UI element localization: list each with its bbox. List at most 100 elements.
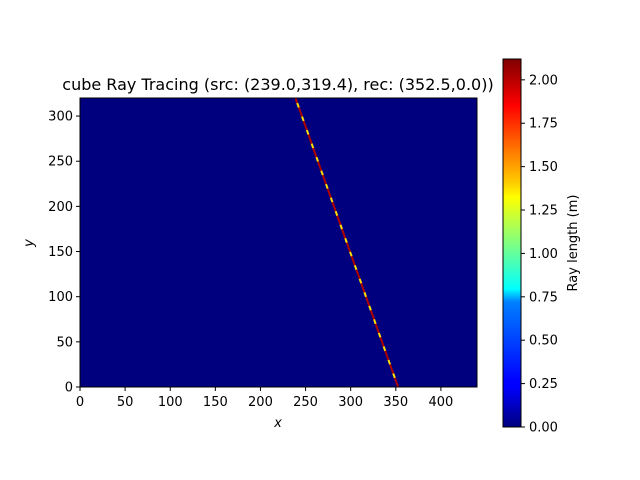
- ray-cell: [347, 246, 351, 253]
- ray-cell: [393, 377, 398, 383]
- x-tick-label: 200: [248, 395, 273, 410]
- ray-cell: [377, 332, 382, 338]
- ray-cell: [334, 210, 339, 217]
- ray-cell: [385, 355, 390, 361]
- ray-cell: [309, 138, 313, 144]
- ray-cell: [305, 129, 310, 135]
- ray-cell: [296, 102, 300, 108]
- ray-cell: [315, 156, 319, 162]
- ray-cell: [368, 305, 372, 311]
- plot-frame: [79, 97, 478, 388]
- x-tick-label: 300: [338, 395, 363, 410]
- colorbar-ticks: 0.00 0.25 0.50 0.75 1.00 1.25 1.50 1.75 2.00: [521, 73, 558, 436]
- ray-cell: [371, 314, 375, 320]
- ray-cell: [301, 116, 305, 122]
- x-tick-label: 50: [117, 395, 134, 410]
- ray-cell: [321, 174, 326, 181]
- ray-cell: [392, 373, 396, 379]
- colorbar: [502, 58, 522, 428]
- ray-cell: [381, 341, 385, 347]
- ray-cell: [328, 192, 332, 199]
- ray-cell: [360, 283, 364, 289]
- ray-cell: [336, 215, 340, 221]
- ray-cell: [376, 328, 380, 334]
- ray-cell: [395, 382, 399, 388]
- y-tick-label: 250: [48, 155, 73, 170]
- x-tick-label: 100: [158, 395, 183, 410]
- ray-cell: [320, 170, 324, 176]
- ray-cell: [302, 120, 307, 126]
- ray-cell: [329, 197, 334, 203]
- ray-cell: [366, 301, 371, 307]
- y-tick-label: 0: [65, 381, 73, 396]
- ray-cell: [333, 206, 337, 212]
- ray-cell: [369, 310, 374, 316]
- ray-cell: [387, 359, 391, 365]
- ray-cell: [352, 260, 356, 266]
- ray-cell: [389, 364, 393, 370]
- ray-cell: [373, 319, 377, 325]
- ray-cell: [313, 152, 318, 158]
- colorbar-tick-label: 1.00: [529, 247, 558, 262]
- colorbar-tick-label: 0.00: [529, 421, 558, 436]
- ray-cell: [337, 219, 342, 226]
- ray-cell: [358, 278, 363, 284]
- ray-cell: [355, 269, 359, 275]
- ray-cell: [304, 125, 308, 131]
- ray-cell: [390, 368, 395, 374]
- colorbar-label: Ray length (m): [566, 195, 581, 292]
- colorbar-tick-label: 0.25: [529, 377, 558, 392]
- x-axis-label: x: [273, 416, 282, 431]
- ray-cell: [363, 292, 367, 298]
- ray-cell: [374, 323, 379, 329]
- ray-cell: [353, 264, 358, 271]
- y-axis-ticks: 0 50 100 150 200 250 300: [48, 110, 80, 396]
- y-tick-label: 300: [48, 110, 73, 125]
- ray-path: [294, 98, 399, 388]
- colorbar-tick-label: 0.75: [529, 290, 558, 305]
- x-tick-label: 0: [76, 395, 84, 410]
- ray-cell: [297, 107, 302, 113]
- x-tick-label: 400: [428, 395, 453, 410]
- ray-cell: [349, 251, 353, 257]
- chart-title: cube Ray Tracing (src: (239.0,319.4), re…: [62, 75, 493, 94]
- ray-cell: [339, 224, 343, 230]
- ray-cell: [299, 111, 303, 117]
- ray-cell: [384, 350, 388, 356]
- ray-cell: [318, 165, 323, 171]
- ray-cell: [379, 337, 383, 343]
- ray-cell: [342, 233, 347, 239]
- heatmap-background: [80, 98, 477, 387]
- x-tick-label: 350: [383, 395, 408, 410]
- y-tick-label: 150: [48, 245, 73, 260]
- x-axis-ticks: 0 50 100 150 200 250 300 350 400: [76, 387, 453, 410]
- ray-cell: [350, 255, 355, 262]
- colorbar-tick-label: 0.50: [529, 334, 558, 349]
- ray-cell: [331, 201, 335, 208]
- colorbar-tick-label: 1.25: [529, 204, 558, 219]
- colorbar-tick-label: 1.75: [529, 117, 558, 132]
- ray-cell: [361, 287, 366, 293]
- ray-cell: [323, 179, 327, 185]
- y-axis-label: y: [22, 239, 37, 248]
- ray-cell: [317, 161, 321, 167]
- ray-cell: [312, 147, 316, 153]
- ray-cell: [365, 296, 369, 302]
- ray-cell: [310, 143, 315, 149]
- y-tick-label: 100: [48, 290, 73, 305]
- ray-cell: [294, 98, 299, 104]
- ray-cell: [341, 228, 345, 235]
- y-tick-label: 50: [56, 335, 73, 350]
- x-tick-label: 150: [203, 395, 228, 410]
- x-tick-label: 250: [293, 395, 318, 410]
- ray-cell: [345, 242, 350, 248]
- ray-cell: [326, 188, 331, 194]
- ray-cell: [307, 134, 311, 140]
- ray-cell: [382, 346, 387, 352]
- ray-cell: [344, 237, 348, 244]
- ray-cell: [357, 273, 361, 280]
- y-tick-label: 200: [48, 200, 73, 215]
- colorbar-tick-label: 1.50: [529, 160, 558, 175]
- colorbar-tick-label: 2.00: [529, 73, 558, 88]
